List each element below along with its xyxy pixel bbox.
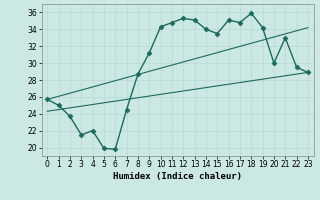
X-axis label: Humidex (Indice chaleur): Humidex (Indice chaleur) [113,172,242,181]
